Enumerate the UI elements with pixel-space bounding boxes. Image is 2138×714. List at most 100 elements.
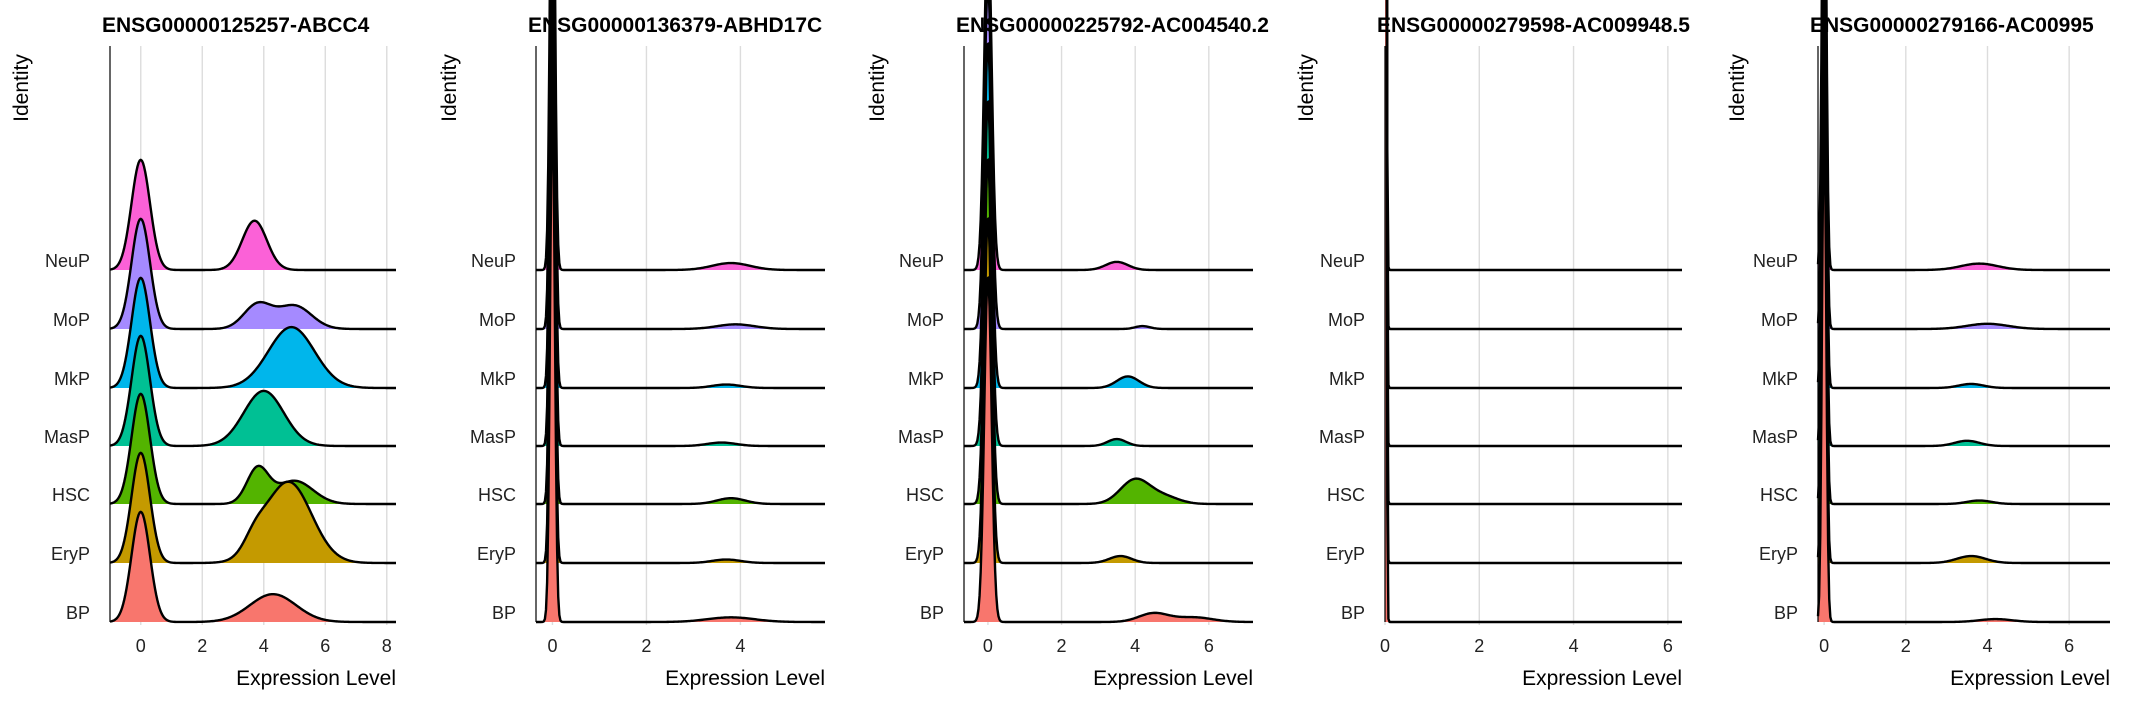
ridge-fill-bp	[964, 277, 1253, 622]
y-axis-label: Identity	[1726, 54, 1749, 122]
x-tick-label: 2	[641, 636, 651, 656]
ridge-fill-bp	[536, 102, 825, 622]
ridge-line-mkp	[963, 42, 1254, 390]
y-axis-label: Identity	[1295, 54, 1318, 122]
ridge-line-eryp	[535, 42, 826, 565]
x-tick-label: 6	[1204, 636, 1214, 656]
ridge-fill-eryp	[536, 43, 825, 564]
ridge-line-hsc	[963, 158, 1254, 506]
ridge-fill-mop	[964, 0, 1253, 329]
ridge-fill-masp	[536, 0, 825, 446]
category-label-masp: MasP	[1752, 427, 1798, 447]
x-tick-label: 6	[320, 636, 330, 656]
category-label-masp: MasP	[1319, 427, 1365, 447]
category-label-neup: NeuP	[45, 251, 90, 271]
ridge-line-mop	[535, 0, 826, 331]
ridge-line-eryp	[1385, 0, 1683, 565]
ridge-line-hsc	[1816, 0, 2111, 506]
x-tick-label: 4	[1130, 636, 1140, 656]
panel-1: NeuP MoP MkP MasP HSC EryP BP ENSG00000125257-A…	[10, 14, 397, 690]
panel-title: ENSG00000125257-ABCC4	[102, 14, 370, 37]
x-axis-label: Expression Level	[236, 667, 396, 690]
category-label-masp: MasP	[470, 427, 516, 447]
category-label-neup: NeuP	[1320, 251, 1365, 271]
ridge-line-mop	[109, 217, 397, 331]
panel-title: ENSG00000136379-ABHD17C	[528, 14, 822, 37]
ridge-line-masp	[535, 0, 826, 448]
category-label-mop: MoP	[479, 310, 516, 330]
panel-title: ENSG00000279166-AC00995	[1810, 14, 2094, 37]
category-label-eryp: EryP	[1759, 544, 1798, 564]
ridge-line-mkp	[1816, 0, 2111, 390]
ridge-fill-bp	[110, 511, 396, 622]
ridge-line-masp	[963, 100, 1254, 448]
category-label-hsc: HSC	[906, 485, 944, 505]
category-label-eryp: EryP	[477, 544, 516, 564]
ridge-line-neup	[1385, 0, 1683, 272]
ridge-fill-mkp	[964, 43, 1253, 388]
category-label-eryp: EryP	[905, 544, 944, 564]
ridge-line-neup	[1816, 0, 2111, 272]
category-label-bp: BP	[66, 603, 90, 623]
y-axis-label: Identity	[10, 54, 33, 122]
ridge-line-neup	[963, 0, 1254, 272]
category-label-mkp: MkP	[1762, 369, 1798, 389]
category-label-neup: NeuP	[1753, 251, 1798, 271]
category-label-masp: MasP	[44, 427, 90, 447]
category-label-mop: MoP	[1761, 310, 1798, 330]
category-label-mop: MoP	[1328, 310, 1365, 330]
category-label-mkp: MkP	[1329, 369, 1365, 389]
ridge-fill-eryp	[1818, 57, 2110, 564]
x-axis-label: Expression Level	[1093, 667, 1253, 690]
x-tick-label: 0	[983, 636, 993, 656]
ridge-fill-mop	[1818, 0, 2110, 329]
ridge-line-neup	[535, 0, 826, 272]
category-label-mkp: MkP	[54, 369, 90, 389]
ridge-line-eryp	[1816, 55, 2111, 565]
panel-5: NeuP MoP MkP MasP HSC EryP BP ENSG00000279166-A…	[1726, 0, 2111, 690]
category-label-bp: BP	[1774, 603, 1798, 623]
category-label-hsc: HSC	[1327, 485, 1365, 505]
x-tick-label: 8	[382, 636, 392, 656]
ridge-fill-hsc	[536, 0, 825, 504]
x-tick-label: 4	[735, 636, 745, 656]
category-label-eryp: EryP	[1326, 544, 1365, 564]
x-axis-label: Expression Level	[665, 667, 825, 690]
ridge-fill-eryp	[1385, 0, 1682, 563]
category-label-mkp: MkP	[908, 369, 944, 389]
ridge-fill-neup	[1818, 0, 2110, 270]
ridge-line-bp	[109, 510, 397, 624]
x-tick-label: 4	[259, 636, 269, 656]
ridge-line-neup	[109, 158, 397, 272]
ridge-fill-neup	[964, 0, 1253, 270]
category-label-bp: BP	[920, 603, 944, 623]
x-tick-label: 2	[1901, 636, 1911, 656]
ridge-line-mkp	[535, 0, 826, 390]
category-label-hsc: HSC	[478, 485, 516, 505]
category-label-mop: MoP	[907, 310, 944, 330]
ridge-line-bp	[1385, 0, 1683, 624]
ridge-fill-neup	[1385, 0, 1682, 270]
ridge-line-mkp	[109, 276, 397, 390]
ridge-fill-masp	[1818, 0, 2110, 446]
ridge-fill-neup	[110, 159, 396, 270]
ridge-line-bp	[1816, 114, 2111, 624]
category-label-neup: NeuP	[471, 251, 516, 271]
ridge-fill-masp	[964, 101, 1253, 446]
category-label-neup: NeuP	[899, 251, 944, 271]
ridge-line-masp	[1385, 0, 1683, 448]
panel-title: ENSG00000225792-AC004540.2	[956, 14, 1269, 37]
panel-2: NeuP MoP MkP MasP HSC EryP BP ENSG00000136379-A…	[438, 0, 826, 690]
x-tick-label: 6	[2064, 636, 2074, 656]
ridge-fill-hsc	[1818, 0, 2110, 504]
x-tick-label: 6	[1663, 636, 1673, 656]
x-tick-label: 2	[197, 636, 207, 656]
x-tick-label: 4	[1982, 636, 1992, 656]
x-tick-label: 2	[1057, 636, 1067, 656]
ridge-fill-masp	[1385, 0, 1682, 446]
category-label-masp: MasP	[898, 427, 944, 447]
category-label-eryp: EryP	[51, 544, 90, 564]
y-axis-label: Identity	[438, 54, 461, 122]
ridge-line-mop	[1385, 0, 1683, 331]
